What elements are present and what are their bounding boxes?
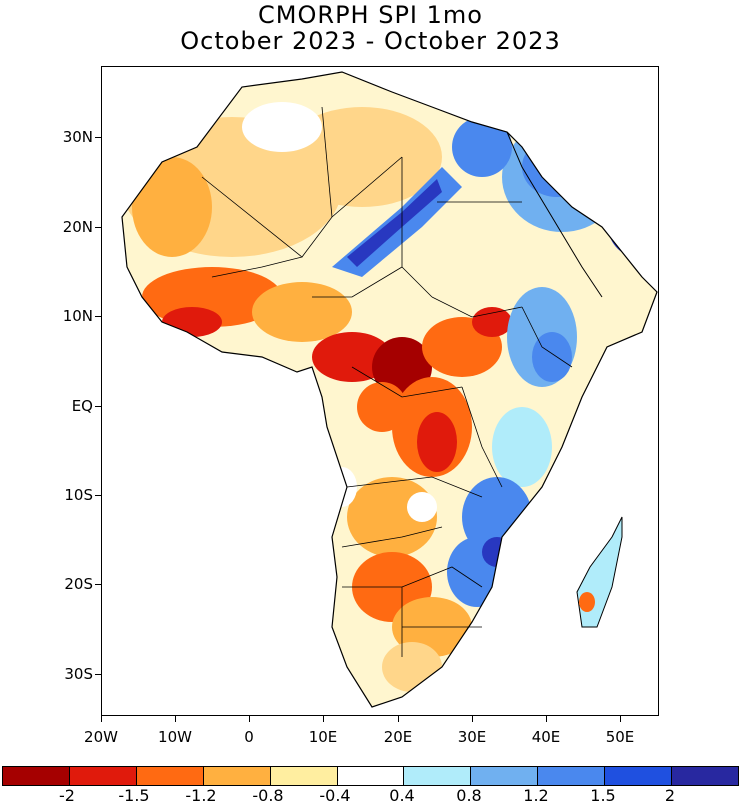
lon-label: 0 [244, 728, 254, 746]
lon-tick [546, 716, 547, 722]
lat-tick [95, 584, 101, 585]
lat-label: 30S [64, 665, 93, 683]
legend-swatch [69, 767, 137, 785]
legend-swatch [605, 767, 673, 785]
legend-swatch [538, 767, 606, 785]
legend-swatch [136, 767, 204, 785]
lat-tick [95, 137, 101, 138]
legend-label: 1.5 [590, 786, 616, 805]
lon-tick [620, 716, 621, 722]
lon-label: 10E [308, 728, 338, 746]
legend-swatch [203, 767, 271, 785]
lon-tick [175, 716, 176, 722]
red-sea-coast [506, 131, 603, 298]
legend-swatch [404, 767, 472, 785]
lon-label: 20E [383, 728, 413, 746]
legend-swatch [270, 767, 338, 785]
legend-label: -1.5 [118, 786, 150, 805]
lat-label: 10N [62, 307, 93, 325]
lat-tick [95, 316, 101, 317]
color-legend [2, 766, 739, 786]
lat-label: 20N [62, 218, 93, 236]
legend-swatch [471, 767, 539, 785]
legend-label: 2 [664, 786, 676, 805]
lat-label: EQ [71, 397, 93, 415]
country-borders [201, 106, 573, 657]
lon-label: 50E [605, 728, 635, 746]
lat-tick [95, 406, 101, 407]
lat-tick [95, 674, 101, 675]
lon-tick [101, 716, 102, 722]
legend-swatch [3, 767, 70, 785]
lat-label: 10S [64, 486, 93, 504]
lon-label: 40E [531, 728, 561, 746]
lon-label: 20W [84, 728, 118, 746]
lon-tick [323, 716, 324, 722]
lat-tick [95, 227, 101, 228]
land-layer [122, 72, 657, 707]
legend-label: -1.2 [185, 786, 217, 805]
madagascar [576, 516, 623, 628]
legend-swatch [672, 767, 738, 785]
legend-label: 0.4 [389, 786, 415, 805]
lat-label: 20S [64, 575, 93, 593]
lon-tick [472, 716, 473, 722]
map-title: CMORPH SPI 1mo [258, 1, 483, 29]
lon-label: 10W [158, 728, 192, 746]
spi-map [101, 66, 659, 716]
lon-tick [249, 716, 250, 722]
legend-label: 1.2 [523, 786, 549, 805]
lat-label: 30N [62, 128, 93, 146]
africa-map-svg [121, 71, 658, 708]
coastline [121, 71, 658, 708]
legend-label: 0.8 [456, 786, 482, 805]
lat-tick [95, 495, 101, 496]
lon-tick [398, 716, 399, 722]
legend-label: -2 [59, 786, 75, 805]
legend-swatch [337, 767, 405, 785]
legend-label: -0.8 [252, 786, 284, 805]
legend-label: -0.4 [319, 786, 351, 805]
map-subtitle: October 2023 - October 2023 [180, 27, 561, 55]
lon-label: 30E [457, 728, 487, 746]
